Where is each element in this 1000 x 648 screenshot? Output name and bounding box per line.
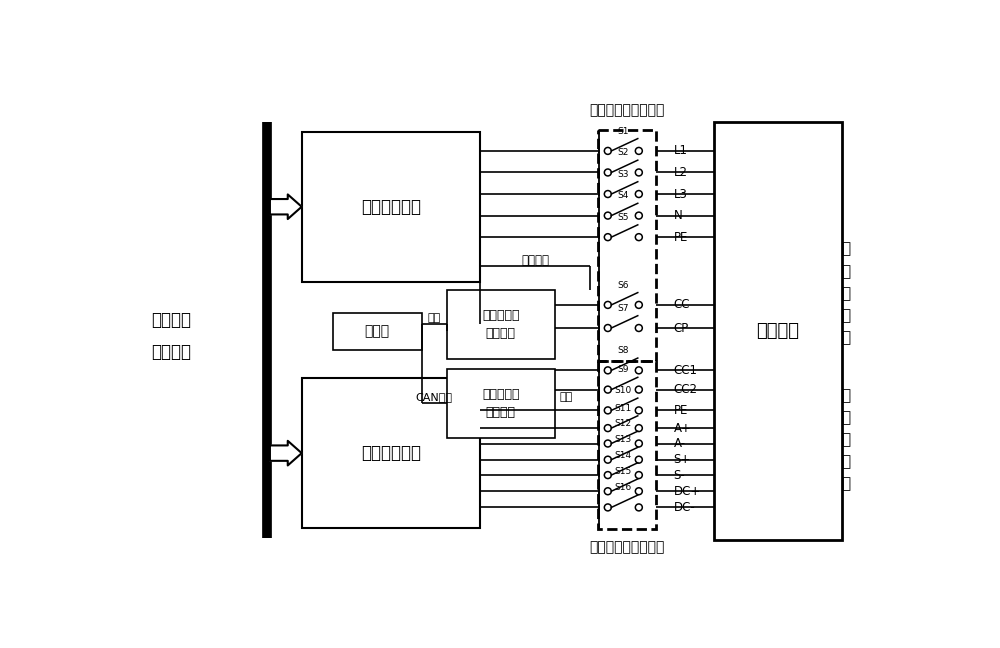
- Bar: [302, 378, 480, 528]
- Text: CC: CC: [674, 299, 690, 312]
- Bar: [598, 130, 656, 361]
- Text: CC2: CC2: [674, 383, 698, 396]
- Text: 直流互操作
控制系统: 直流互操作 控制系统: [482, 388, 520, 419]
- Text: L3: L3: [674, 187, 688, 200]
- Text: S5: S5: [618, 213, 629, 222]
- Text: S13: S13: [615, 435, 632, 445]
- Text: 交流互操作
控制系统: 交流互操作 控制系统: [482, 308, 520, 340]
- Text: S10: S10: [615, 386, 632, 395]
- Text: 通信: 通信: [428, 313, 441, 323]
- Bar: [598, 361, 656, 529]
- Bar: [714, 122, 842, 540]
- Text: 上位机: 上位机: [365, 324, 390, 338]
- Text: CP: CP: [674, 321, 689, 334]
- Text: CC1: CC1: [674, 364, 698, 377]
- Text: 通信控制: 通信控制: [522, 254, 550, 267]
- Text: CAN通信: CAN通信: [416, 392, 453, 402]
- Polygon shape: [270, 194, 302, 219]
- Text: S11: S11: [615, 404, 632, 413]
- Bar: [302, 132, 480, 282]
- Text: S9: S9: [618, 365, 629, 374]
- Text: 通信: 通信: [559, 392, 572, 402]
- Text: PE: PE: [674, 404, 688, 417]
- Bar: [333, 312, 422, 349]
- Text: S2: S2: [618, 148, 629, 157]
- Text: S3: S3: [618, 170, 629, 179]
- Text: S7: S7: [618, 304, 629, 312]
- Text: 可控直流电源: 可控直流电源: [361, 444, 421, 462]
- Text: S15: S15: [615, 467, 632, 476]
- Text: DC+: DC+: [674, 485, 701, 498]
- Text: A+: A+: [674, 422, 692, 435]
- Bar: [447, 290, 555, 359]
- Text: 交
流
充
电
口: 交 流 充 电 口: [841, 242, 850, 345]
- Text: L1: L1: [674, 145, 688, 157]
- Text: 第二继电器开关装置: 第二继电器开关装置: [589, 540, 664, 555]
- Text: 电动汽车: 电动汽车: [756, 322, 799, 340]
- Text: S8: S8: [618, 346, 629, 355]
- Text: 直
流
充
电
口: 直 流 充 电 口: [841, 388, 850, 492]
- Polygon shape: [270, 441, 302, 465]
- Text: S14: S14: [615, 450, 632, 459]
- Text: S6: S6: [618, 281, 629, 290]
- Text: N: N: [674, 209, 682, 222]
- Text: A-: A-: [674, 437, 686, 450]
- Bar: [447, 369, 555, 438]
- Text: 可控交流电源: 可控交流电源: [361, 198, 421, 216]
- Text: S12: S12: [615, 419, 632, 428]
- Text: S4: S4: [618, 191, 629, 200]
- Text: L2: L2: [674, 166, 688, 179]
- Text: 三相五线
交流输入: 三相五线 交流输入: [152, 310, 192, 361]
- Text: S+: S+: [674, 453, 691, 466]
- Text: S1: S1: [618, 126, 629, 135]
- Text: S-: S-: [674, 469, 685, 481]
- Text: 第一继电器开关装置: 第一继电器开关装置: [589, 103, 664, 117]
- Text: DC-: DC-: [674, 501, 695, 514]
- Text: PE: PE: [674, 231, 688, 244]
- Text: S16: S16: [615, 483, 632, 492]
